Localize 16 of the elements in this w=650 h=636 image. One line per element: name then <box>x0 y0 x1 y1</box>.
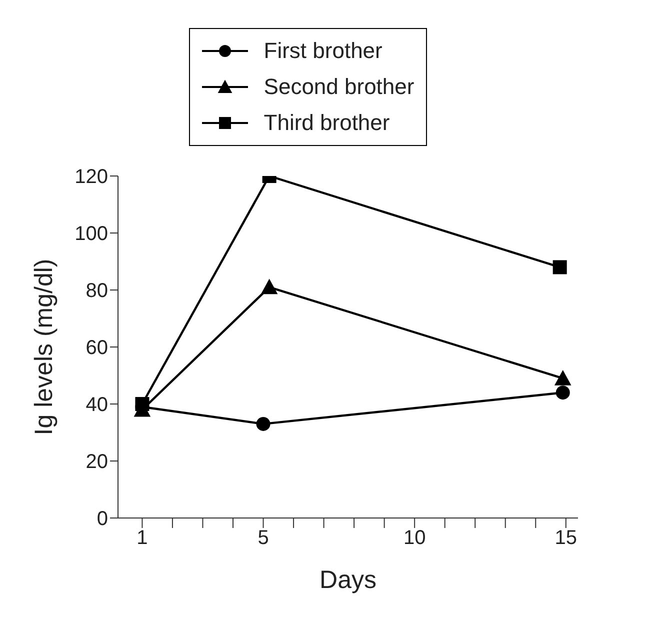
y-tick-label: 20 <box>86 451 108 474</box>
y-tick-label: 80 <box>86 280 108 302</box>
y-axis-title: Ig levels (mg/dl) <box>30 258 58 436</box>
y-tick-label: 40 <box>86 394 108 416</box>
y-tick-label: 60 <box>86 337 108 360</box>
x-tick-label: 15 <box>554 527 578 550</box>
legend-label: Third brother <box>264 110 390 136</box>
legend-label: First brother <box>264 38 382 64</box>
x-tick-label: 5 <box>258 527 269 550</box>
y-tick-label: 120 <box>74 166 108 188</box>
x-tick-label: 1 <box>136 527 148 550</box>
y-tick-label: 0 <box>96 508 108 530</box>
x-axis-title: Days <box>320 566 376 594</box>
x-tick-label: 10 <box>403 527 426 550</box>
legend-label: Second brother <box>264 74 414 100</box>
y-tick-label: 100 <box>74 223 108 246</box>
